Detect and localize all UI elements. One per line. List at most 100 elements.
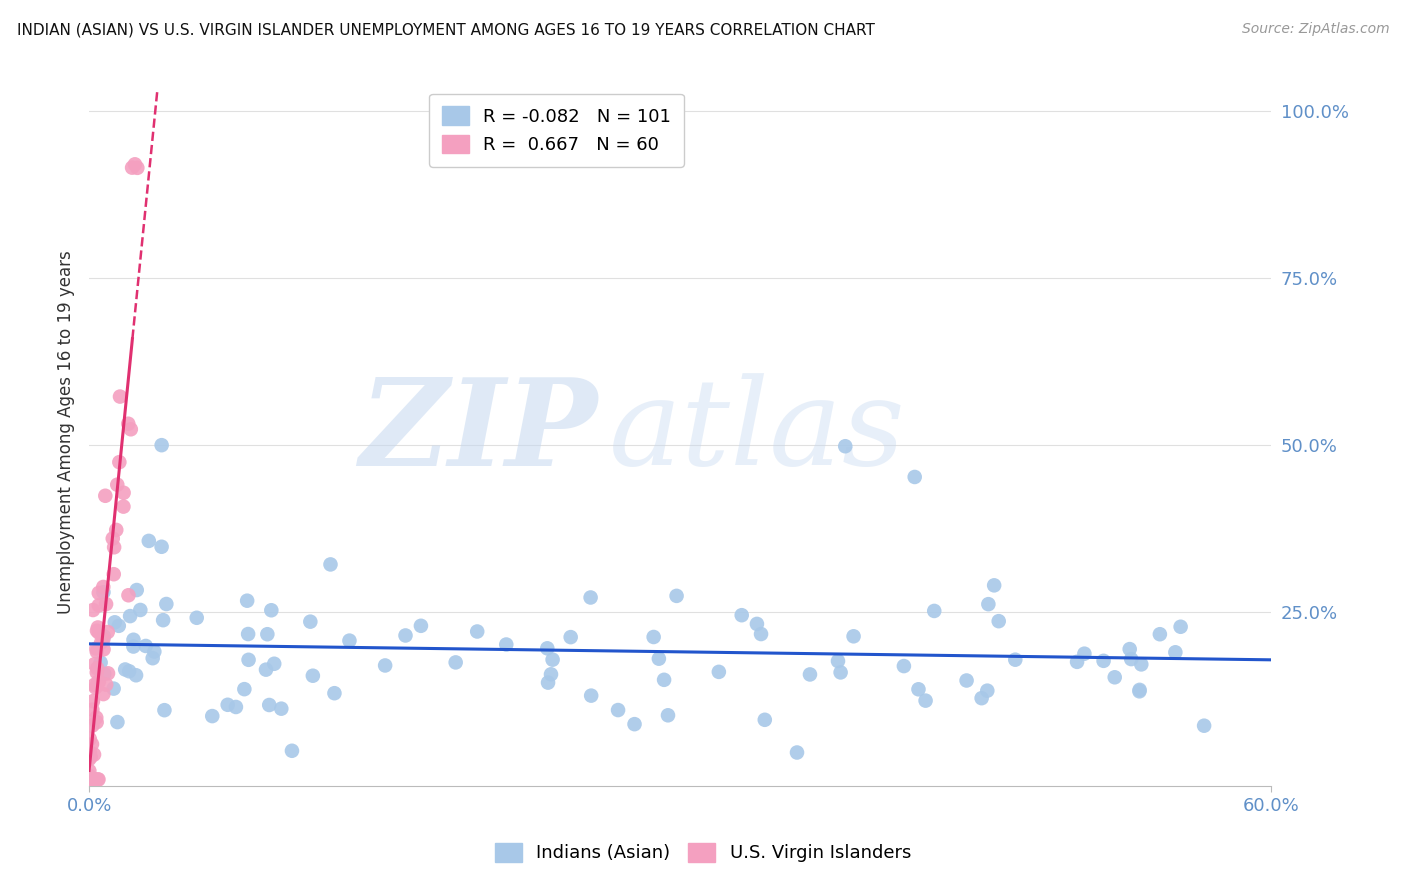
Point [540, 667, 562, 681]
Point [236, 593, 259, 607]
Point [830, 665, 852, 680]
Point [86, 661, 108, 675]
Point [122, 640, 145, 654]
Point [256, 627, 278, 641]
Point [93, 667, 115, 681]
Point [83, 657, 105, 672]
Point [1170, 620, 1192, 634]
Point [79, 764, 101, 778]
Point [536, 641, 558, 656]
Point [129, 603, 152, 617]
Point [107, 715, 129, 730]
Point [90, 635, 112, 649]
Point [657, 708, 679, 723]
Point [105, 477, 128, 491]
Point [238, 653, 260, 667]
Point [643, 630, 665, 644]
Point [707, 665, 730, 679]
Point [105, 523, 128, 537]
Point [893, 659, 915, 673]
Point [579, 689, 602, 703]
Point [541, 653, 564, 667]
Point [623, 717, 645, 731]
Point [143, 644, 166, 658]
Point [579, 591, 602, 605]
Point [125, 668, 148, 682]
Point [922, 604, 945, 618]
Point [87, 674, 110, 689]
Point [1121, 652, 1143, 666]
Point [86, 645, 108, 659]
Point [1149, 627, 1171, 641]
Point [1092, 654, 1115, 668]
Point [323, 686, 346, 700]
Text: Source: ZipAtlas.com: Source: ZipAtlas.com [1241, 22, 1389, 37]
Point [82, 718, 104, 732]
Point [976, 683, 998, 698]
Point [977, 597, 1000, 611]
Point [118, 665, 141, 679]
Point [121, 161, 143, 175]
Point [834, 439, 856, 453]
Point [444, 656, 467, 670]
Text: INDIAN (ASIAN) VS U.S. VIRGIN ISLANDER UNEMPLOYMENT AMONG AGES 16 TO 19 YEARS CO: INDIAN (ASIAN) VS U.S. VIRGIN ISLANDER U… [17, 22, 875, 37]
Point [82, 694, 104, 708]
Point [754, 713, 776, 727]
Point [201, 709, 224, 723]
Point [970, 691, 993, 706]
Point [86, 624, 108, 638]
Point [1066, 655, 1088, 669]
Point [983, 578, 1005, 592]
Point [90, 656, 112, 670]
Point [955, 673, 977, 688]
Point [150, 438, 173, 452]
Point [86, 715, 108, 730]
Point [270, 701, 292, 715]
Point [94, 597, 117, 611]
Point [153, 703, 176, 717]
Point [142, 651, 165, 665]
Point [82, 603, 104, 617]
Point [122, 632, 145, 647]
Point [1192, 719, 1215, 733]
Point [225, 700, 247, 714]
Point [217, 698, 239, 712]
Point [82, 703, 104, 717]
Point [83, 772, 105, 787]
Point [86, 665, 108, 680]
Point [83, 747, 105, 762]
Point [1164, 645, 1187, 659]
Y-axis label: Unemployment Among Ages 16 to 19 years: Unemployment Among Ages 16 to 19 years [58, 250, 75, 614]
Point [495, 638, 517, 652]
Point [87, 625, 110, 640]
Point [103, 681, 125, 696]
Point [79, 746, 101, 760]
Point [749, 627, 772, 641]
Point [186, 611, 208, 625]
Point [91, 580, 114, 594]
Point [117, 588, 139, 602]
Point [103, 541, 125, 555]
Point [101, 532, 124, 546]
Point [1130, 657, 1153, 672]
Text: atlas: atlas [609, 373, 905, 491]
Point [97, 625, 120, 640]
Point [86, 641, 108, 656]
Point [302, 669, 325, 683]
Point [124, 157, 146, 171]
Point [648, 651, 671, 665]
Point [120, 422, 142, 436]
Point [786, 746, 808, 760]
Point [607, 703, 630, 717]
Point [97, 666, 120, 681]
Point [150, 540, 173, 554]
Point [79, 731, 101, 746]
Point [465, 624, 488, 639]
Point [120, 609, 142, 624]
Point [93, 629, 115, 643]
Legend: R = -0.082   N = 101, R =  0.667   N = 60: R = -0.082 N = 101, R = 0.667 N = 60 [429, 94, 683, 167]
Text: ZIP: ZIP [359, 373, 598, 491]
Point [281, 744, 304, 758]
Point [907, 682, 929, 697]
Point [83, 678, 105, 692]
